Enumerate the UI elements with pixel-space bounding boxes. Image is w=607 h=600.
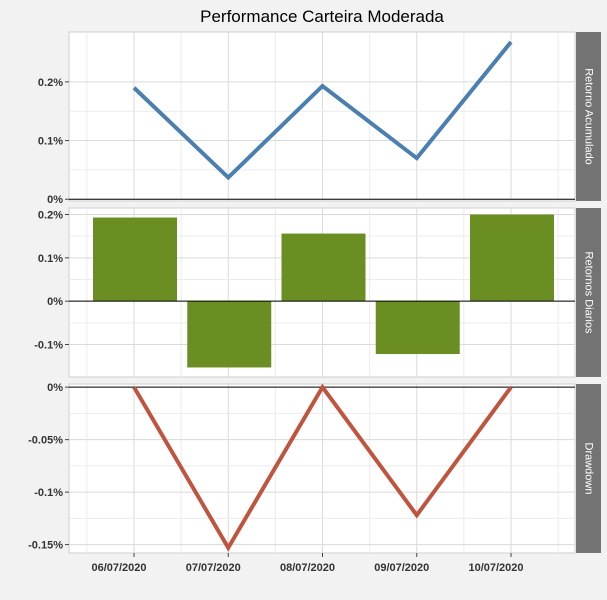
x-tick-label: 08/07/2020 xyxy=(280,562,335,574)
x-tick-label: 10/07/2020 xyxy=(468,562,523,574)
chart-title: Performance Carteira Moderada xyxy=(200,7,444,26)
panel-strip xyxy=(576,384,601,553)
y-tick-label: -0.15% xyxy=(28,540,63,552)
y-tick-label: -0.1% xyxy=(34,487,63,499)
y-tick-label: 0.2% xyxy=(38,210,63,222)
y-tick-label: -0.05% xyxy=(28,435,63,447)
y-tick-label: 0% xyxy=(47,296,63,308)
bar-mark xyxy=(187,301,272,368)
y-tick-label: 0.1% xyxy=(38,253,63,265)
bar-mark xyxy=(470,214,554,302)
panel-strip-label: Retornos Diarios xyxy=(583,252,595,334)
x-tick-label: 09/07/2020 xyxy=(374,562,429,574)
bar-mark xyxy=(93,217,177,302)
bar-mark xyxy=(375,301,460,355)
panel-strip xyxy=(576,208,601,377)
y-tick-label: 0.2% xyxy=(38,77,63,89)
x-tick-label: 06/07/2020 xyxy=(91,562,146,574)
y-tick-label: -0.1% xyxy=(34,340,63,352)
panel-strip-label: Retorno Acumulado xyxy=(583,68,595,165)
y-tick-label: 0.1% xyxy=(38,136,63,148)
panel-strip xyxy=(576,32,601,201)
bar-mark xyxy=(281,233,366,302)
y-tick-label: 0% xyxy=(47,382,63,394)
y-tick-label: 0% xyxy=(47,194,63,206)
x-tick-label: 07/07/2020 xyxy=(186,562,241,574)
panel-strip-label: Drawdown xyxy=(583,443,595,495)
